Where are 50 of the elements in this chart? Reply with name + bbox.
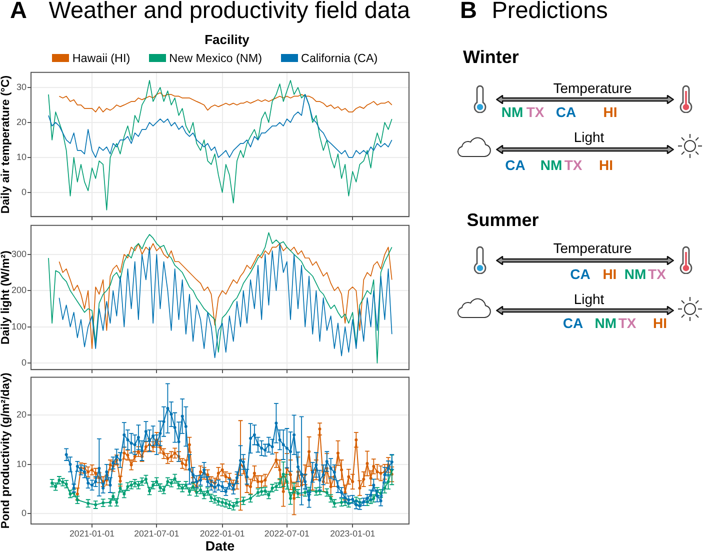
text: TX [564,157,582,174]
text: HI [653,315,667,332]
text: Summer [466,210,539,230]
text: NM [624,266,646,282]
y-tick-label: 30 [16,82,26,92]
x-axis-title: Date [205,538,236,553]
y-tick-label: 0 [21,186,26,197]
chart-title: Weather and productivity field data [48,0,410,23]
y-tick-label: 10 [16,458,26,469]
text: Temperature [553,80,632,96]
y-tick-label: 10 [16,152,26,162]
y-tick-label: 100 [11,321,26,332]
text: NM [501,104,524,120]
text: Winter [463,47,519,67]
text: Light [574,290,604,307]
y-tick-label: 200 [11,285,26,296]
text: NM [540,157,562,174]
text: HI [603,104,618,120]
legend-label: Hawaii (HI) [72,52,130,65]
text: TX [618,315,636,332]
y-tick-label: 20 [16,116,26,127]
y-axis-title: Daily light (W/m²) [0,250,12,344]
text: CA [556,104,576,120]
text: CA [505,157,526,174]
y-tick-label: 300 [11,248,26,259]
x-tick-label: 2021-01-01 [70,528,115,539]
x-tick-label: 2023-01-01 [330,528,376,539]
text: A [10,0,27,23]
x-tick-label: 2022-01-01 [200,528,245,539]
text: TX [648,266,666,282]
x-tick-label: 2021-07-01 [134,528,180,539]
text: CA [562,315,584,332]
text: Predictions [492,0,608,23]
text: Light [574,129,604,146]
y-tick-label: 0 [21,358,26,368]
text: HI [599,157,613,174]
text: Temperature [553,240,632,256]
text: NM [594,315,617,332]
legend-title: Facility [204,32,250,47]
legend-label: California (CA) [301,52,378,65]
x-tick-label: 2022-07-01 [264,528,310,539]
y-axis-title: Pond productivity (g/m²/day) [0,372,12,529]
text: HI [602,266,617,282]
text: TX [526,104,544,120]
text: B [460,0,477,23]
y-tick-label: 20 [16,410,26,420]
y-tick-label: 0 [21,508,26,518]
y-axis-title: Daily air temperature (°C) [0,75,12,214]
legend-label: New Mexico (NM) [169,52,262,65]
text: CA [570,266,590,282]
